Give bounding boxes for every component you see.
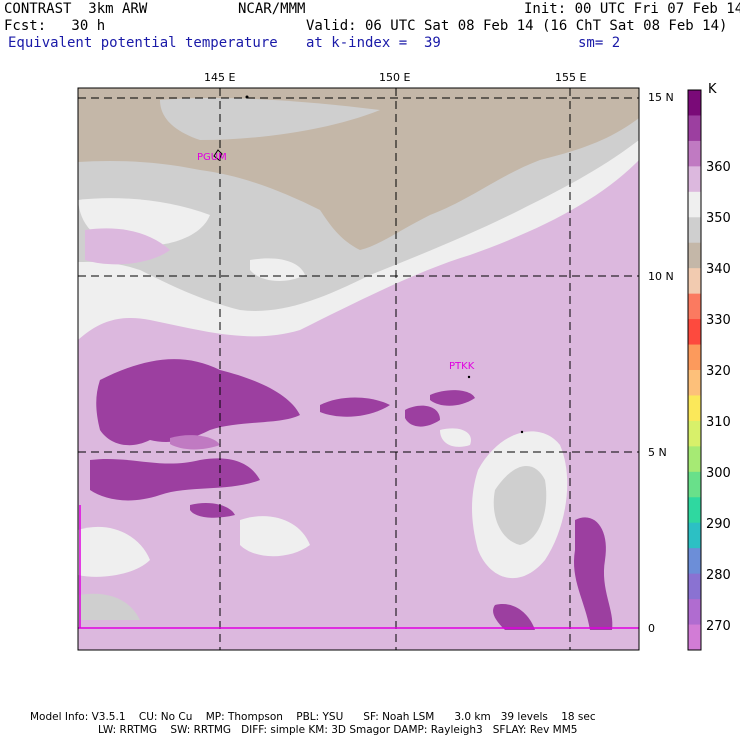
smoothing-label: sm= 2 [578,35,621,51]
colorbar-swatch [688,344,701,371]
colorbar-swatch [688,446,701,473]
colorbar-unit: K [708,82,717,97]
colorbar-swatch [688,166,701,193]
station-label-pgum: PGUM [197,152,227,163]
lon-label-150: 150 E [379,71,411,84]
colorbar-swatch [688,395,701,422]
field-name: Equivalent potential temperature [8,35,278,51]
island-marker [520,430,524,434]
colorbar-tick-label: 310 [706,415,731,430]
lat-label-5n: 5 N [648,446,667,459]
colorbar-tick-label: 350 [706,211,731,226]
colorbar-swatch [688,599,701,626]
lat-label-10n: 10 N [648,270,674,283]
lat-lon-grid [78,88,639,650]
colorbar-swatch [688,115,701,142]
colorbar-tick-label: 270 [706,619,731,634]
model-title: CONTRAST 3km ARW [4,1,148,17]
colorbar-swatch [688,242,701,269]
colorbar-tick-label: 340 [706,262,731,277]
station-label-ptkk: PTKK [449,361,475,372]
colorbar-swatch [688,191,701,218]
colorbar-swatch [688,140,701,167]
colorbar-swatch [688,319,701,346]
forecast-hour: Fcst: 30 h [4,18,106,34]
colorbar-swatch [688,420,701,447]
colorbar-tick-label: 330 [706,313,731,328]
center-title: NCAR/MMM [238,1,306,17]
level-label: at k-index = 39 [306,35,441,51]
colorbar-swatch [688,624,701,651]
lon-label-145: 145 E [204,71,236,84]
colorbar-tick-label: 280 [706,568,731,583]
map-frame [77,87,640,651]
colorbar-tick-label: 320 [706,364,731,379]
colorbar-frame [687,89,702,651]
lon-label-155: 155 E [555,71,587,84]
footer-physics-info: LW: RRTMG SW: RRTMG DIFF: simple KM: 3D … [98,724,578,736]
colorbar-swatch [688,548,701,575]
colorbar-tick-label: 300 [706,466,731,481]
island-marker [467,375,471,379]
lat-label-15n: 15 N [648,91,674,104]
colorbar-swatch [688,293,701,320]
field-shading [78,88,639,650]
init-time: Init: 00 UTC Fri 07 Feb 14 [524,1,740,17]
footer-model-info: Model Info: V3.5.1 CU: No Cu MP: Thompso… [30,711,596,723]
colorbar-tick-label: 360 [706,160,731,175]
colorbar-swatch [688,497,701,524]
colorbar-swatch [688,573,701,600]
colorbar-swatch [688,471,701,498]
island-marker [245,95,249,99]
colorbar-swatch [688,370,701,396]
valid-time: Valid: 06 UTC Sat 08 Feb 14 (16 ChT Sat … [306,18,728,34]
colorbar-swatch [688,522,701,549]
colorbar [687,89,702,651]
colorbar-tick-label: 290 [706,517,731,532]
lat-label-0: 0 [648,622,655,635]
guam-outline [213,149,223,161]
colorbar-swatch [688,217,701,244]
colorbar-swatch [688,268,701,295]
colorbar-swatch [688,90,701,116]
